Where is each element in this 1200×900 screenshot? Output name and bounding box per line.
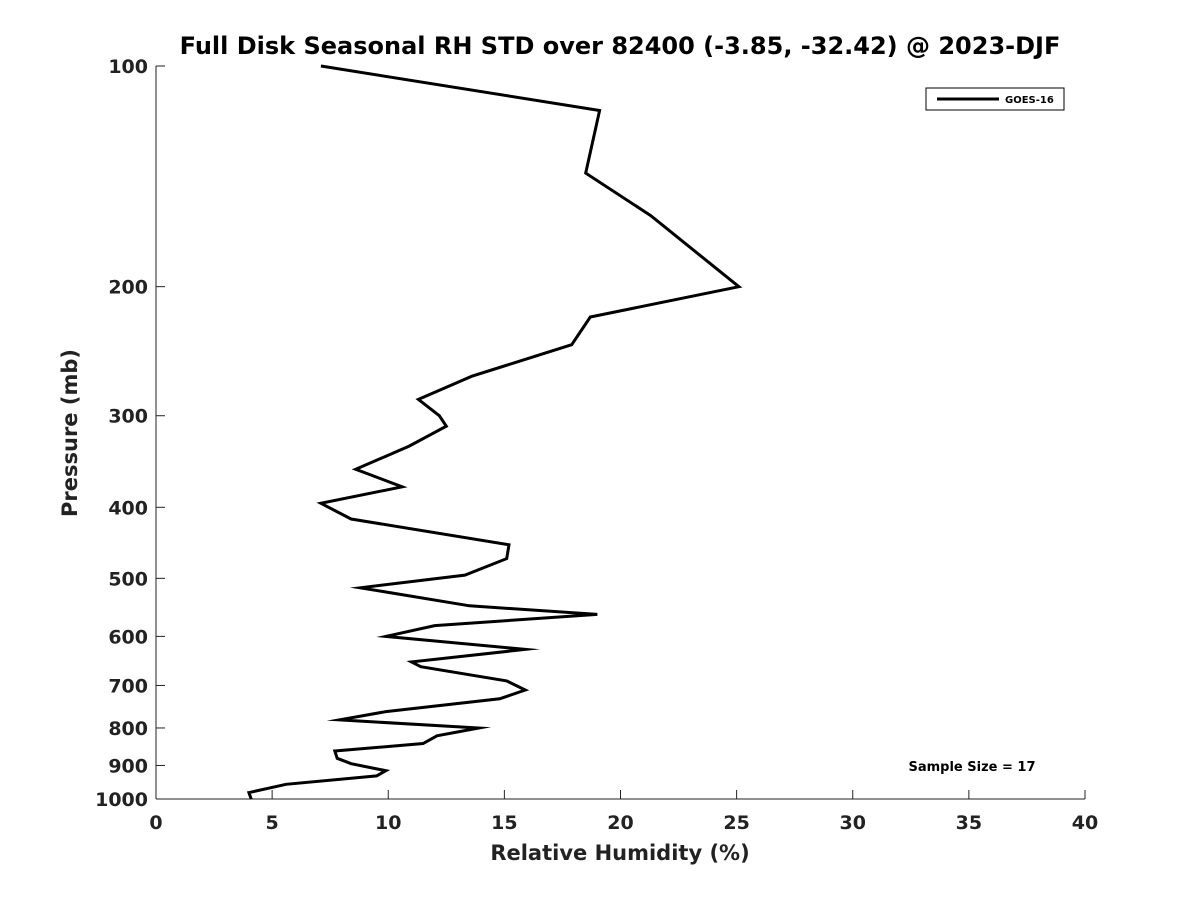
x-tick-label: 25: [723, 812, 749, 834]
y-tick-label: 900: [108, 755, 148, 777]
series-line-goes-16: [246, 64, 743, 800]
x-axis-ticks: 0 5 10 15 20 25 30 35 40: [149, 790, 1098, 834]
x-tick-label: 40: [1072, 812, 1098, 834]
y-tick-label: 500: [108, 568, 148, 590]
x-tick-label: 35: [956, 812, 982, 834]
series-layer: [246, 64, 743, 800]
y-axis-label: Pressure (mb): [58, 349, 82, 517]
x-axis-label: Relative Humidity (%): [490, 841, 749, 865]
y-tick-label: 1000: [95, 789, 148, 811]
x-tick-label: 5: [266, 812, 279, 834]
x-tick-label: 15: [491, 812, 517, 834]
y-tick-label: 400: [108, 497, 148, 519]
chart-title: Full Disk Seasonal RH STD over 82400 (-3…: [180, 32, 1061, 60]
y-tick-label: 100: [108, 56, 148, 78]
legend-label-goes-16: GOES-16: [1005, 95, 1054, 106]
y-axis-ticks: 100 200 300 400 500 600 700 800 900 1000: [95, 56, 165, 811]
y-tick-label: 700: [108, 675, 148, 697]
y-tick-label: 600: [108, 626, 148, 648]
x-tick-label: 20: [607, 812, 633, 834]
legend: GOES-16: [925, 87, 1065, 111]
x-tick-label: 10: [375, 812, 401, 834]
y-tick-label: 300: [108, 406, 148, 428]
y-tick-label: 200: [108, 277, 148, 299]
sample-size-note: Sample Size = 17: [908, 760, 1035, 775]
y-tick-label: 800: [108, 718, 148, 740]
x-tick-label: 30: [840, 812, 866, 834]
x-tick-label: 0: [149, 812, 162, 834]
